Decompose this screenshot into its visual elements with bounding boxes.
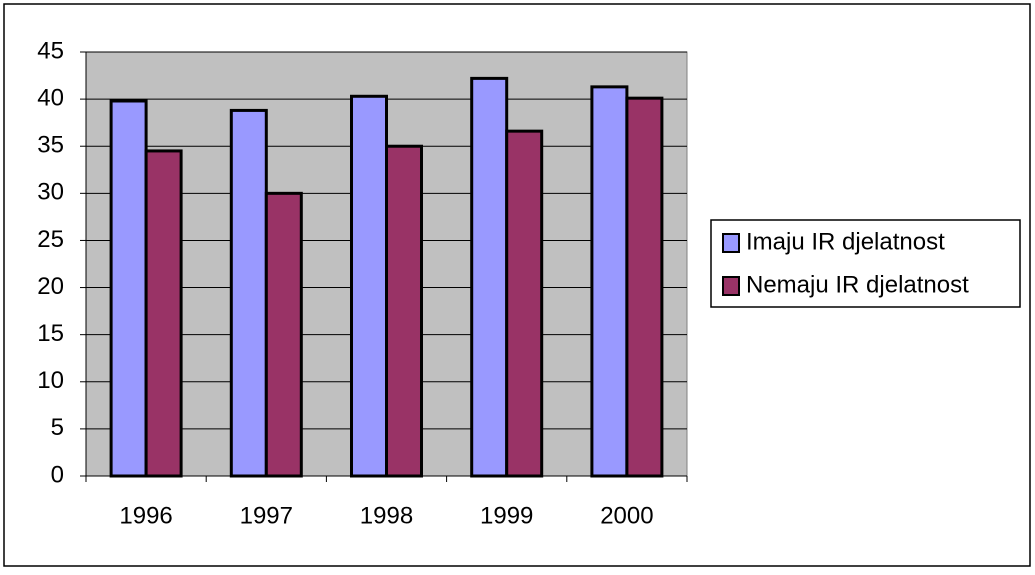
bar: [350, 94, 388, 478]
y-tick-label: 5: [51, 414, 64, 441]
y-tick-label: 25: [37, 226, 64, 253]
bar: [144, 149, 183, 478]
bar: [385, 144, 423, 478]
bar: [264, 191, 303, 478]
x-tick-label: 1999: [480, 502, 533, 529]
y-tick-label: 20: [37, 273, 64, 300]
y-tick-label: 10: [37, 367, 64, 394]
legend-label: Nemaju IR djelatnost: [746, 271, 969, 298]
bar: [590, 85, 629, 478]
x-tick-label: 1997: [240, 502, 293, 529]
y-tick-label: 40: [37, 84, 64, 111]
legend: [710, 219, 1021, 308]
bar: [625, 96, 664, 478]
bar: [229, 108, 268, 478]
x-tick-label: 2000: [600, 502, 653, 529]
legend-label: Imaju IR djelatnost: [746, 228, 945, 255]
bar: [470, 76, 509, 478]
y-tick-label: 45: [37, 37, 64, 64]
x-tick-label: 1998: [360, 502, 413, 529]
x-tick-label: 1996: [119, 502, 172, 529]
legend-swatch: [722, 233, 740, 253]
y-tick-label: 30: [37, 179, 64, 206]
y-tick-label: 0: [51, 461, 64, 488]
bar: [505, 129, 544, 478]
y-tick-label: 15: [37, 320, 64, 347]
bar: [109, 99, 148, 478]
y-tick-label: 35: [37, 132, 64, 159]
legend-swatch: [722, 276, 740, 296]
